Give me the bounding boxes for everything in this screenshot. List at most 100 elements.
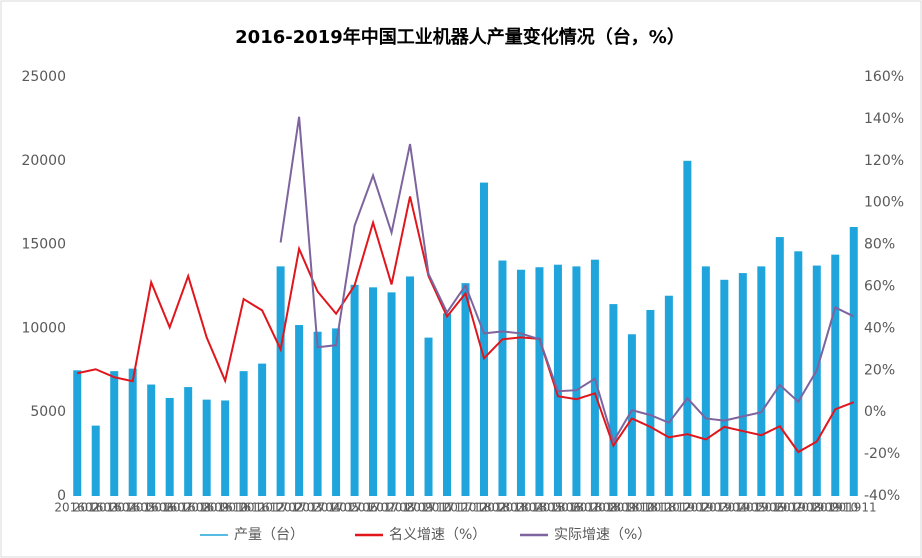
bar — [535, 267, 544, 496]
y2-tick-label: 120% — [864, 153, 904, 169]
bar — [221, 400, 230, 496]
bar — [849, 227, 858, 496]
x-tick-label: 201909 — [794, 501, 840, 515]
bar — [91, 425, 100, 496]
bar — [553, 264, 562, 496]
x-tick-label: 201906 — [738, 501, 784, 515]
bar — [239, 371, 248, 496]
x-tick-label: 201702 — [258, 501, 304, 515]
x-tick-label: 201803 — [480, 501, 526, 515]
x-tick-label: 201910 — [812, 501, 858, 515]
x-tick-label: 201709 — [387, 501, 433, 515]
y-tick-label: 25000 — [21, 69, 66, 85]
bar — [701, 266, 710, 496]
bar — [443, 313, 452, 496]
y2-tick-label: 80% — [864, 237, 895, 253]
bar — [794, 251, 803, 496]
bar — [202, 399, 211, 496]
bar — [332, 328, 341, 496]
y-tick-label: 5000 — [30, 404, 66, 420]
x-tick-label: 201807 — [554, 501, 600, 515]
y-tick-label: 15000 — [21, 237, 66, 253]
legend-label: 名义增速（%） — [389, 527, 486, 543]
x-tick-label: 201804 — [498, 501, 544, 515]
x-tick-label: 201706 — [332, 501, 378, 515]
bar — [812, 265, 821, 496]
x-tick-label: 201710 — [406, 501, 452, 515]
x-tick-label: 201705 — [313, 501, 359, 515]
x-tick-label: 201603 — [73, 501, 119, 515]
x-tick-label: 201802 — [461, 501, 507, 515]
y2-tick-label: -20% — [864, 446, 900, 462]
x-tick-label: 201609 — [184, 501, 230, 515]
x-tick-label: 201911 — [831, 501, 877, 515]
y-tick-label: 0 — [57, 488, 66, 504]
x-tick-label: 201808 — [572, 501, 618, 515]
x-tick-label: 201605 — [110, 501, 156, 515]
x-tick-label: 201703 — [276, 501, 322, 515]
bar — [276, 266, 285, 496]
bar — [295, 325, 304, 496]
x-tick-label: 201606 — [128, 501, 174, 515]
bar — [461, 283, 470, 496]
x-tick-label: 201708 — [369, 501, 415, 515]
x-tick-label: 201607 — [147, 501, 193, 515]
bar — [720, 279, 729, 496]
bar — [128, 368, 137, 496]
bar — [424, 337, 433, 496]
bar — [609, 304, 618, 496]
x-tick-label: 201711 — [424, 501, 470, 515]
bar — [73, 370, 82, 496]
x-tick-label: 201902 — [664, 501, 710, 515]
x-tick-label: 201704 — [295, 501, 341, 515]
x-tick-label: 201812 — [646, 501, 692, 515]
y2-tick-label: 100% — [864, 195, 904, 211]
y2-tick-label: 40% — [864, 320, 895, 336]
x-tick-label: 201811 — [627, 501, 673, 515]
y2-tick-label: 160% — [864, 69, 904, 85]
bar — [646, 309, 655, 496]
chart-title: 2016-2019年中国工业机器人产量变化情况（台，%） — [235, 26, 685, 48]
y2-tick-label: 20% — [864, 362, 895, 378]
x-tick-label: 201809 — [591, 501, 637, 515]
x-tick-label: 201903 — [683, 501, 729, 515]
line — [77, 196, 855, 454]
bar — [572, 266, 581, 496]
legend-label: 产量（台） — [234, 527, 304, 543]
x-tick-label: 201707 — [350, 501, 396, 515]
x-tick-label: 201602 — [54, 501, 100, 515]
bar — [406, 276, 415, 496]
bar — [516, 269, 525, 496]
x-tick-label: 201905 — [720, 501, 766, 515]
x-tick-label: 201612 — [239, 501, 285, 515]
y2-tick-label: 140% — [864, 111, 904, 127]
x-tick-label: 201712 — [443, 501, 489, 515]
bar — [313, 331, 322, 496]
x-tick-label: 201904 — [701, 501, 747, 515]
bar — [775, 237, 784, 497]
x-tick-label: 201908 — [775, 501, 821, 515]
y-tick-label: 20000 — [21, 153, 66, 169]
x-tick-label: 201608 — [165, 501, 211, 515]
bar — [387, 292, 396, 496]
bar — [165, 397, 174, 496]
y2-tick-label: 60% — [864, 279, 895, 295]
x-tick-label: 201810 — [609, 501, 655, 515]
x-tick-label: 201610 — [202, 501, 248, 515]
bar — [757, 266, 766, 496]
bar — [369, 287, 378, 496]
y2-tick-label: 0% — [864, 404, 886, 420]
y2-tick-label: -40% — [864, 488, 900, 504]
legend-label: 实际增速（%） — [554, 527, 651, 543]
bar — [498, 260, 507, 496]
x-tick-label: 201907 — [757, 501, 803, 515]
bar — [110, 371, 119, 496]
bar — [258, 363, 267, 496]
y-tick-label: 10000 — [21, 320, 66, 336]
x-tick-label: 201805 — [517, 501, 563, 515]
bar — [147, 384, 156, 496]
x-tick-label: 201611 — [221, 501, 267, 515]
bar — [664, 295, 673, 496]
bar — [831, 254, 840, 496]
bar — [627, 334, 636, 496]
